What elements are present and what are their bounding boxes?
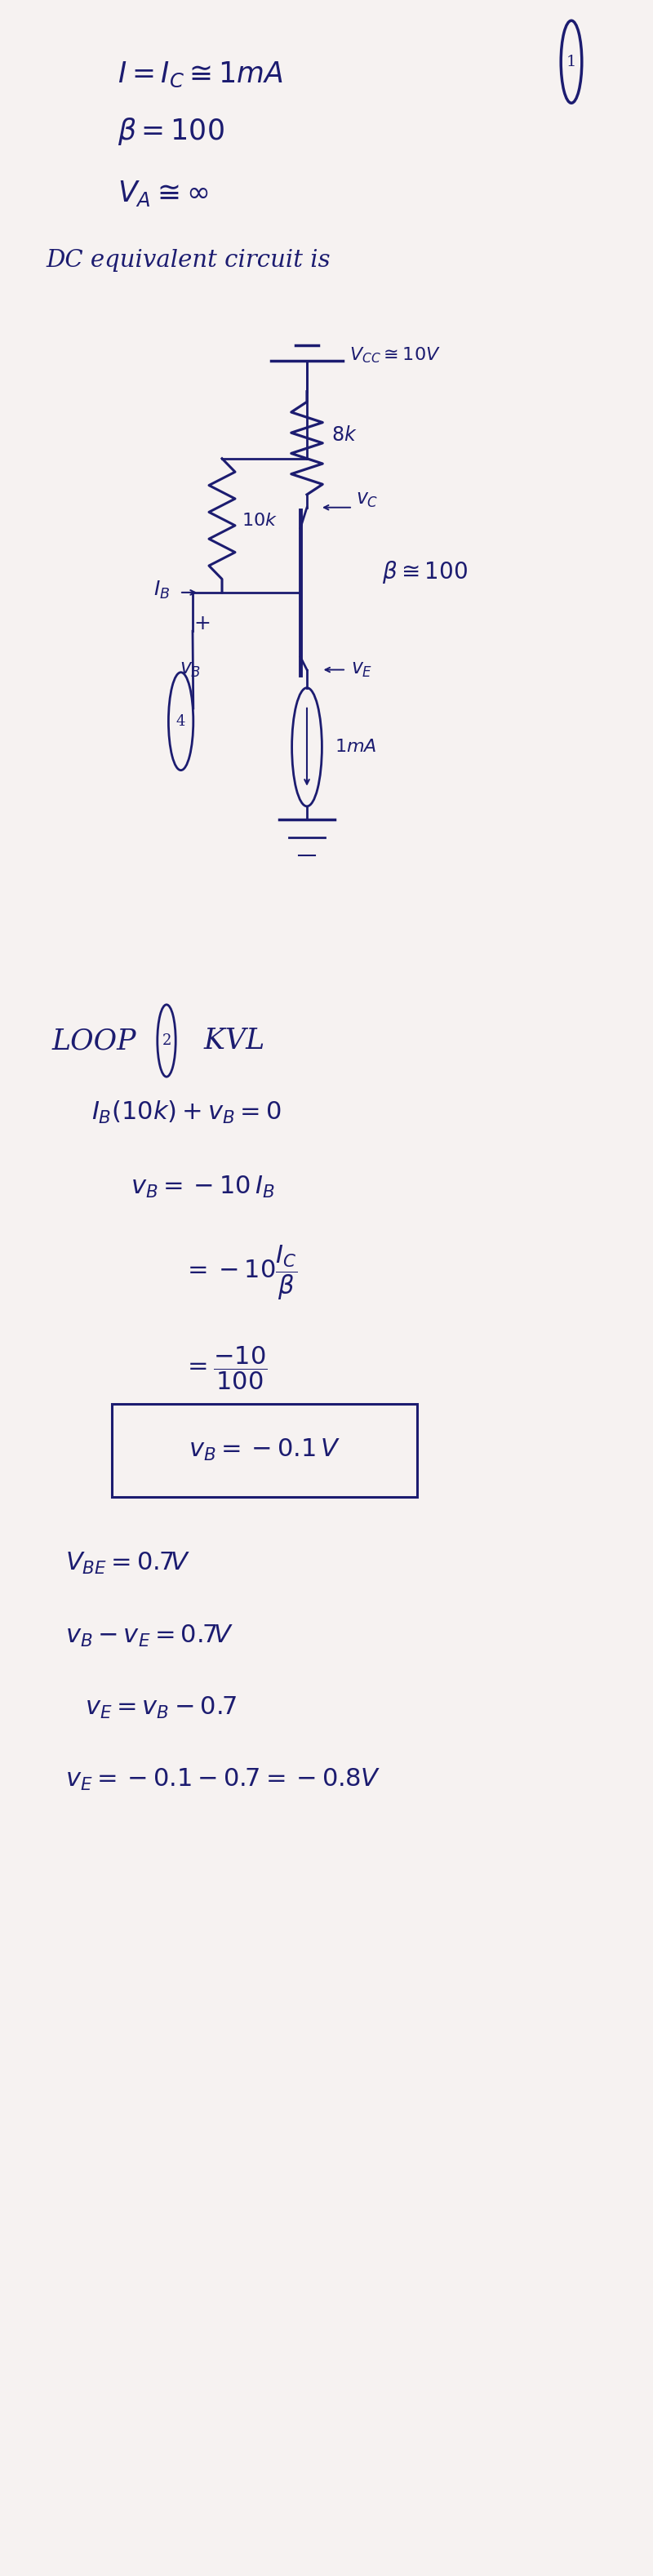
Text: $= \dfrac{-10}{100}$: $= \dfrac{-10}{100}$ <box>183 1345 268 1391</box>
Text: $v_B$: $v_B$ <box>180 659 201 680</box>
Text: $= -10 \dfrac{I_C}{\beta}$: $= -10 \dfrac{I_C}{\beta}$ <box>183 1244 298 1301</box>
Text: 4: 4 <box>176 714 185 729</box>
Text: $10k$: $10k$ <box>242 513 278 528</box>
Text: 1: 1 <box>566 54 577 70</box>
Text: $I_B$: $I_B$ <box>153 580 170 600</box>
Text: $\beta = 100$: $\beta = 100$ <box>118 116 225 147</box>
Text: $v_B = -0.1\,V$: $v_B = -0.1\,V$ <box>188 1437 341 1463</box>
Text: $v_B = -10\, I_B$: $v_B = -10\, I_B$ <box>131 1175 275 1200</box>
Text: $\beta \cong 100$: $\beta \cong 100$ <box>382 559 468 585</box>
Text: $V_{BE} = 0.7V$: $V_{BE} = 0.7V$ <box>65 1551 190 1577</box>
Text: $v_B - v_E = 0.7V$: $v_B - v_E = 0.7V$ <box>65 1623 234 1649</box>
Text: $V_A \cong \infty$: $V_A \cong \infty$ <box>118 178 208 209</box>
Text: KVL: KVL <box>186 1028 264 1054</box>
Text: $I_B(10k) + v_B = 0$: $I_B(10k) + v_B = 0$ <box>91 1100 281 1126</box>
Text: $v_C$: $v_C$ <box>356 489 378 510</box>
Text: 2: 2 <box>162 1033 171 1048</box>
Text: DC equivalent circuit is: DC equivalent circuit is <box>46 250 330 270</box>
Text: $v_E = -0.1 - 0.7 = -0.8V$: $v_E = -0.1 - 0.7 = -0.8V$ <box>65 1767 381 1793</box>
Text: $I = I_C \cong 1mA$: $I = I_C \cong 1mA$ <box>118 59 283 90</box>
Text: $1mA$: $1mA$ <box>334 739 376 755</box>
Text: $8k$: $8k$ <box>332 425 357 446</box>
Text: $V_{CC} \cong 10V$: $V_{CC} \cong 10V$ <box>349 345 441 366</box>
Text: $v_E$: $v_E$ <box>351 659 373 680</box>
Text: +: + <box>194 613 211 634</box>
Text: $v_E = v_B - 0.7$: $v_E = v_B - 0.7$ <box>85 1695 237 1721</box>
Text: LOOP: LOOP <box>52 1028 155 1054</box>
